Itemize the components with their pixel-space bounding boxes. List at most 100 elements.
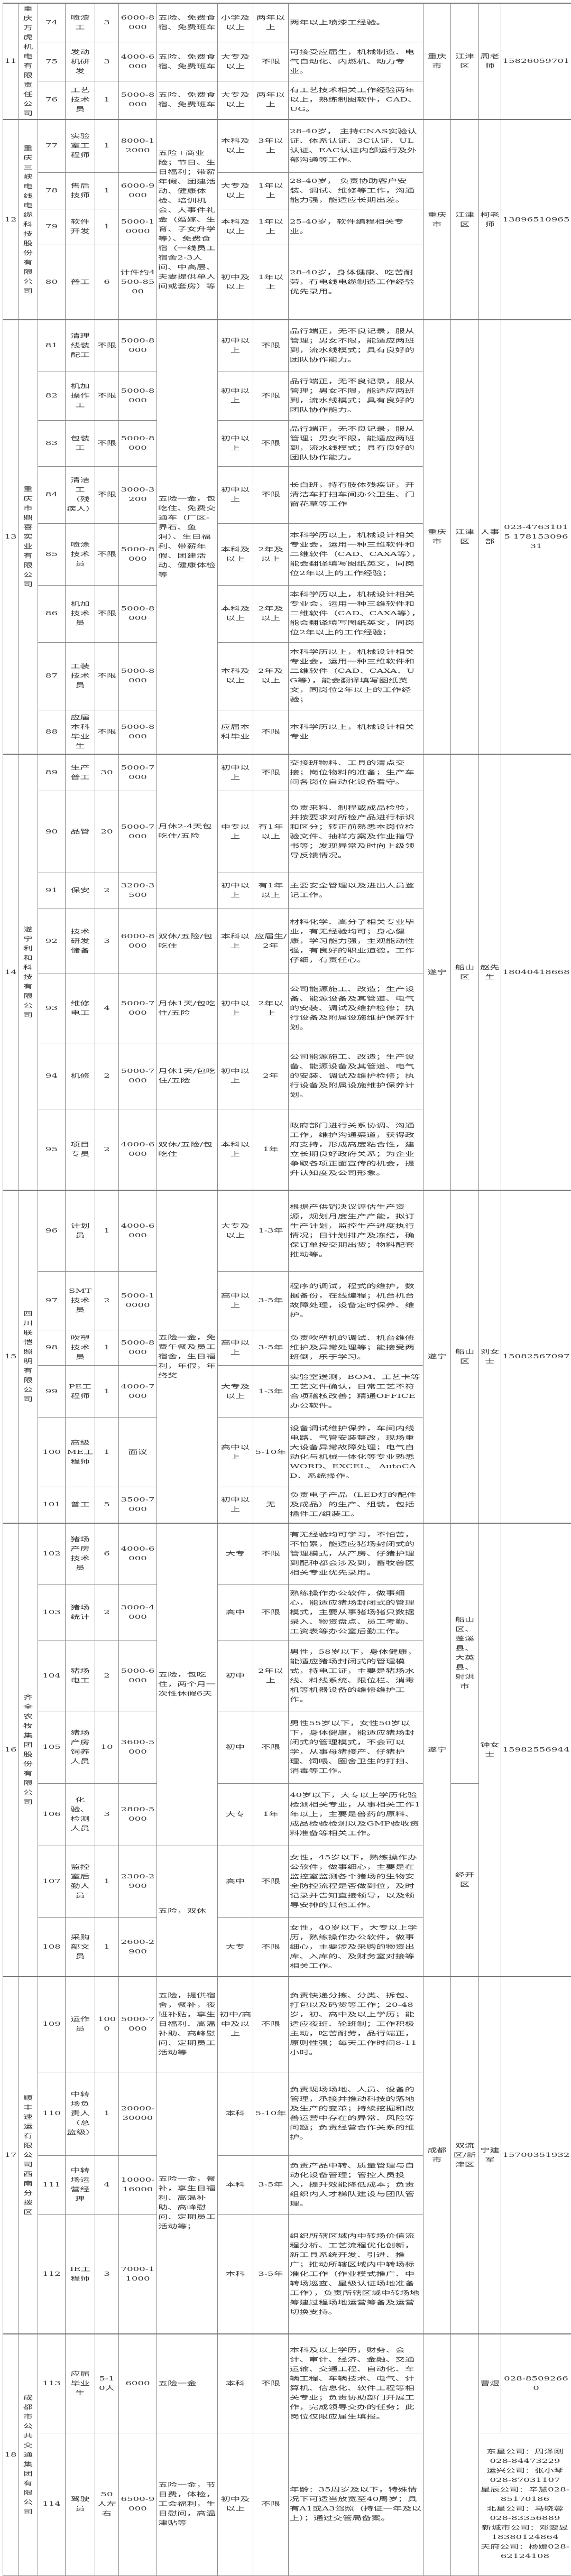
job-position-text: 猪场产房饲养人员 <box>67 1728 94 1766</box>
job-education: 本科 <box>218 2072 253 2155</box>
job-count-text: 30 <box>96 768 117 777</box>
job-experience-text: 不限 <box>254 1942 287 1952</box>
job-education: 本科 <box>218 2334 253 2433</box>
job-position-text: 机加技术员 <box>67 599 94 628</box>
job-education-text: 初中以上 <box>219 485 252 504</box>
job-count: 6 <box>95 1523 119 1584</box>
job-count-text: 3 <box>96 2269 117 2279</box>
work-district-text: 经开区 <box>452 1870 477 1889</box>
job-experience-text: 2年以上 <box>254 999 287 1018</box>
job-experience-text: 不限 <box>254 2499 287 2509</box>
job-experience-text: 两年以上 <box>254 13 287 32</box>
job-education-text: 大专 <box>219 1810 252 1819</box>
job-experience: 不限 <box>253 2433 289 2575</box>
job-position-text: 生产普工 <box>67 763 94 782</box>
job-number-text: 88 <box>39 727 64 737</box>
job-number-text: 105 <box>39 1743 64 1752</box>
job-position: 计划员 <box>66 1190 95 1271</box>
work-city: 重庆市 <box>423 119 451 320</box>
job-count-text: 1 <box>96 1877 117 1886</box>
job-salary: 面议 <box>119 1417 157 1487</box>
job-education-text: 初中以上 <box>219 1495 252 1514</box>
company-number-text: 13 <box>4 532 17 542</box>
job-experience: 2年以上 <box>253 974 289 1043</box>
job-position: 品管 <box>66 791 95 873</box>
company-number-text: 12 <box>4 215 17 225</box>
job-number-text: 102 <box>39 1549 64 1559</box>
job-requirements: 可接受应届生，机械制造、电气自动化、内燃机、动力专业。 <box>289 42 423 81</box>
work-district: 江津区 <box>451 320 479 754</box>
job-count-text: 不限 <box>96 550 117 559</box>
job-experience-text: 1年以上 <box>254 273 287 292</box>
job-salary: 5000-8000 <box>119 642 157 710</box>
job-salary: 5000-7000 <box>119 754 157 791</box>
job-count: 3 <box>95 3 119 42</box>
job-requirements: 负责产品中转、质量管理与自动化设备管理；管控人员投入，提升效能降低成本；负责组织… <box>289 2155 423 2214</box>
job-number: 104 <box>38 1641 66 1711</box>
contact-person: 周老师 <box>479 3 501 119</box>
job-requirements: 负责电子产品（LED灯的配件及成品）的生产、组装，包括插件工/组装工。 <box>289 1487 423 1523</box>
job-salary-text: 5000-6000 <box>120 1666 155 1685</box>
job-salary-text: 5000-8000 <box>120 336 155 355</box>
company-number-text: 14 <box>4 968 17 977</box>
job-position-text: 实验室工程师 <box>67 132 94 160</box>
job-experience: 不限 <box>253 320 289 372</box>
job-requirements: 负责现场场地、人员、设备的管理，承接并推动科技的落地及生产的变革；持续挖掘和改善… <box>289 2072 423 2155</box>
contact-line: 北星公司：马晓蓉 <box>480 2504 570 2514</box>
company-number-text: 16 <box>4 1745 17 1755</box>
job-experience: 不限 <box>253 1711 289 1783</box>
job-education-text: 本科以上 <box>219 932 252 951</box>
job-position: 软件开发 <box>66 209 95 245</box>
job-experience-text: 1-3年 <box>254 1387 287 1396</box>
job-experience-text: 不限 <box>254 341 287 350</box>
job-number-text: 103 <box>39 1608 64 1617</box>
job-number-text: 101 <box>39 1500 64 1509</box>
job-benefits-text: 五险一金，节日费，体检，工会福利，生日慰问，高温津贴等 <box>158 2480 216 2528</box>
job-count-text: 不限 <box>96 439 117 448</box>
job-experience: 不限 <box>253 1917 289 1977</box>
job-experience-text: 不限 <box>254 1549 287 1559</box>
job-salary: 4000-6000 <box>119 1190 157 1271</box>
job-salary-text: 5000-7000 <box>120 1067 155 1086</box>
job-experience: 不限 <box>253 466 289 523</box>
job-education: 高中以上 <box>218 1271 253 1330</box>
contact-person-text: 曹煜 <box>480 2379 500 2388</box>
job-number-text: 112 <box>39 2269 64 2279</box>
job-requirements-text: 负责电子产品（LED灯的配件及成品）的生产、组装，包括插件工/组装工。 <box>290 1490 422 1519</box>
job-requirements: 25-40岁，软件编程相关专业。 <box>289 209 423 245</box>
job-number: 76 <box>38 81 66 119</box>
job-salary-text: 5000-8000 <box>120 666 155 685</box>
job-number-text: 87 <box>39 671 64 681</box>
job-education-text: 本科及以上 <box>219 604 252 623</box>
job-position: 售后技师 <box>66 172 95 209</box>
job-salary-text: 6500-9000 <box>120 2495 155 2514</box>
job-count-text: 不限 <box>96 341 117 350</box>
job-requirements: 长白班，持有肢体残疾证，开清洁车打扫车间办公卫生、门窗花草等工作 <box>289 466 423 523</box>
job-requirements-text: 28-40岁，身体健康、吃苦耐劳，有电线电缆制造工作经验优先录用。 <box>290 268 422 296</box>
job-experience-text: 不限 <box>254 2379 287 2388</box>
job-count-text: 1 <box>96 141 117 151</box>
job-education: 本科及以上 <box>218 642 253 710</box>
job-salary: 20000-30000 <box>119 2072 157 2155</box>
job-benefits: 五险，包吃住，两个月一次性休假6天 <box>157 1523 218 1846</box>
company-name-text: 成都市公共交通集团有限公司 <box>20 2393 36 2517</box>
job-salary: 2300-2900 <box>119 1846 157 1917</box>
job-position-text: 机加操作工 <box>67 382 94 410</box>
job-salary-text: 3200-3500 <box>120 881 155 900</box>
job-position-text: 应届本科毕业生 <box>67 713 94 751</box>
job-number: 89 <box>38 754 66 791</box>
job-education-text: 初中以上 <box>219 763 252 782</box>
job-requirements-text: 长白班，持有肢体残疾证，开清洁车打扫车间办公卫生、门窗花草等工作 <box>290 480 422 509</box>
job-number: 108 <box>38 1917 66 1977</box>
job-education: 初中以上 <box>218 320 253 372</box>
company-number-text: 11 <box>4 57 17 66</box>
job-salary: 5000-7000 <box>119 974 157 1043</box>
job-position: 实验室工程师 <box>66 119 95 172</box>
contact-person-text: 钟女士 <box>480 1740 500 1759</box>
job-number-text: 83 <box>39 439 64 448</box>
job-requirements: 本科学历以上，机械设计相关专业 <box>289 710 423 754</box>
job-position: 猪场产房技术员 <box>66 1523 95 1584</box>
job-count: 不限 <box>95 523 119 585</box>
